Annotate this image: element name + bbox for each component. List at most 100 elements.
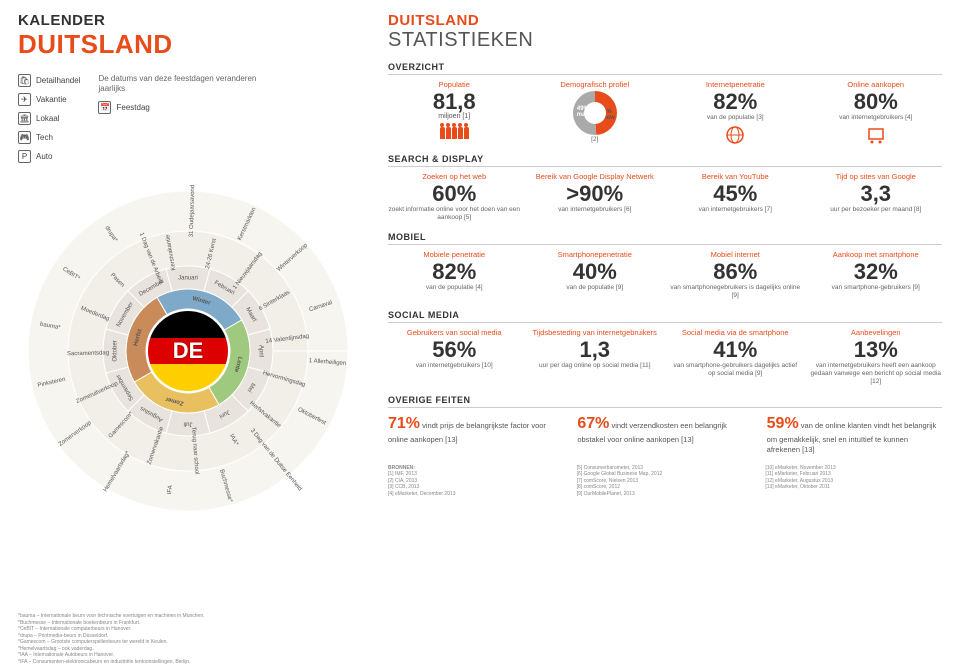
fact-pct: 71% [388,415,420,432]
legend-icon: P [18,150,31,163]
stats-h2: STATISTIEKEN [388,29,942,52]
stat-value: 32% [810,261,943,283]
stat-value: 56% [388,339,521,361]
legend-item: 🛍 Detailhandel [18,74,80,87]
legend-note: De datums van deze feestdagen veranderen… [98,74,258,95]
legend-label: Lokaal [36,114,60,123]
stat-label: Aankoop met smartphone [810,251,943,259]
fact-pct: 59% [767,415,799,432]
stat-sub: uur per dag online op social media [11] [529,362,662,370]
legend-icon: 🏛 [18,112,31,125]
fact-pct: 67% [577,415,609,432]
legend-feestdag: 📅 Feestdag [98,101,258,114]
stat-block: Internetpenetratie82%van de populatie [3… [669,81,802,144]
legend-item: P Auto [18,150,80,163]
stat-label: Aanbevelingen [810,329,943,337]
stat-sub: van smartphone-gebruikers dagelijks acti… [669,362,802,378]
stat-sub: van internetgebruikers [7] [669,206,802,214]
stat-value: 40% [529,261,662,283]
sources: BRONNEN:[1] IMF, 2013[2] CIA, 2013[3] CC… [388,465,942,498]
stat-sub: van smartphone-gebruikers [9] [810,284,943,292]
stat-value: 60% [388,183,521,205]
section-overzicht: OVERZICHT Populatie81,8miljoen [1]Demogr… [388,62,942,144]
feestdag-label: Feestdag [116,103,149,112]
stat-label: Smartphonepenetratie [529,251,662,259]
stats-panel: DUITSLAND STATISTIEKEN OVERZICHT Populat… [380,0,960,671]
stats-h1: DUITSLAND [388,12,942,29]
legend-label: Detailhandel [36,76,80,85]
section-search: SEARCH & DISPLAY Zoeken op het web 60%zoe… [388,154,942,222]
calendar-h1: KALENDER [18,12,372,29]
stat-sub: van internetgebruikers [4] [810,114,943,122]
stat-value: 82% [388,261,521,283]
stat-block: Smartphonepenetratie 40%van de populatie … [529,251,662,300]
stat-block: Bereik van YouTube45%van internetgebruik… [669,173,802,222]
legend-label: Tech [36,133,53,142]
sec-title: SEARCH & DISPLAY [388,154,942,167]
stat-value: 1,3 [529,339,662,361]
stat-value: 86% [669,261,802,283]
legend-item: ✈ Vakantie [18,93,80,106]
svg-text:Sacramentsdag: Sacramentsdag [67,350,109,357]
section-social: SOCIAL MEDIA Gebruikers van social media… [388,310,942,386]
calendar-h2: DUITSLAND [18,29,372,60]
sec-title: OVERIGE FEITEN [388,395,942,408]
stat-label: Mobiele penetratie [388,251,521,259]
stat-label: Populatie [388,81,521,89]
legend-label: Auto [36,152,52,161]
stat-label: Tijdsbesteding van internetgebruikers [529,329,662,337]
stat-label: Bereik van YouTube [669,173,802,181]
stat-label: Bereik van Google Display Netwerk [529,173,662,181]
stat-sub: van de populatie [4] [388,284,521,292]
stat-block: Mobiel internet 86%van smartphonegebruike… [669,251,802,300]
stat-block: Populatie81,8miljoen [1] [388,81,521,144]
stat-sub: van internetgebruikers heeft een aankoop… [810,362,943,385]
svg-text:Juli: Juli [183,420,192,426]
fact: 71% vindt prijs de belangrijkste factor … [388,414,563,454]
svg-text:Januari: Januari [178,276,198,282]
stat-label: Gebruikers van social media [388,329,521,337]
stat-sub: zoekt informatie online voor het doen va… [388,206,521,222]
legend-label: Vakantie [36,95,67,104]
section-overige: OVERIGE FEITEN 71% vindt prijs de belang… [388,395,942,454]
stat-block: Aankoop met smartphone 32%van smartphone-… [810,251,943,300]
calendar-wheel: JanuariFebruariMaartAprilMeiJuniJuliAugu… [18,181,358,521]
section-mobiel: MOBIEL Mobiele penetratie82%van de popul… [388,232,942,300]
stat-label: Demografisch profiel [529,81,662,89]
stat-block: Tijdsbesteding van internetgebruikers 1,3… [529,329,662,386]
stat-sub: van de populatie [3] [669,114,802,122]
sec-title: MOBIEL [388,232,942,245]
stat-sub: van de populatie [9] [529,284,662,292]
country-code: DE [173,338,204,364]
stat-value: 80% [810,91,943,113]
stat-label: Internetpenetratie [669,81,802,89]
legend-item: 🎮 Tech [18,131,80,144]
stat-label: Zoeken op het web [388,173,521,181]
stat-label: Mobiel internet [669,251,802,259]
legend-icon: 🎮 [18,131,31,144]
calendar-panel: KALENDER DUITSLAND 🛍 Detailhandel ✈ Vakanti… [0,0,380,671]
stat-sub: uur per bezoeker per maand [8] [810,206,943,214]
stat-value: 13% [810,339,943,361]
svg-text:Oktober: Oktober [113,340,119,361]
footnotes: *bauma – Internationale beurs voor techn… [18,613,205,665]
stat-value: >90% [529,183,662,205]
stat-block: Online aankopen80%van internetgebruikers… [810,81,943,144]
stat-block: Tijd op sites van Google3,3uur per bezoe… [810,173,943,222]
fact: 59% van de online klanten vindt het bela… [767,414,942,454]
stat-sub: van smartphonegebruikers is dagelijks on… [669,284,802,300]
stat-block: Zoeken op het web 60%zoekt informatie onl… [388,173,521,222]
stat-sub: van internetgebruikers [10] [388,362,521,370]
stat-label: Social media via de smartphone [669,329,802,337]
flag-de: DE [148,311,228,391]
calendar-icon: 📅 [98,101,111,114]
stat-sub: van internetgebruikers [6] [529,206,662,214]
stat-value: 41% [669,339,802,361]
sec-title: SOCIAL MEDIA [388,310,942,323]
legend-item: 🏛 Lokaal [18,112,80,125]
stat-icon [810,126,943,144]
legend-icon: 🛍 [18,74,31,87]
fact: 67% vindt verzendkosten een belangrijk o… [577,414,752,454]
legend-icon: ✈ [18,93,31,106]
svg-text:IFA: IFA [167,485,174,495]
